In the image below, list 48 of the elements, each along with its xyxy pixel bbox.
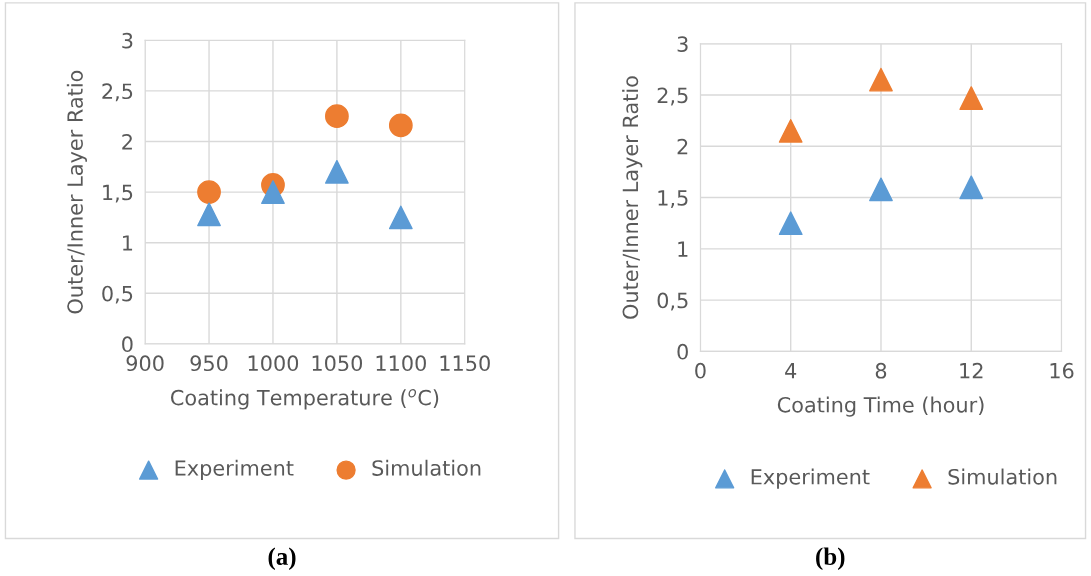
point (959, 175, 984, 200)
point (778, 119, 803, 143)
y-tick-label: 0 (677, 343, 688, 360)
y-tick-label: 2 (677, 138, 688, 155)
x-tick-label: 16 (1050, 362, 1074, 379)
point (778, 211, 803, 236)
y-tick-label: 2,5 (102, 83, 133, 102)
y-tick-label: 1,5 (103, 184, 133, 203)
x-tick-label: 1000 (248, 355, 299, 372)
point (869, 177, 893, 202)
y-tick-label: 1 (678, 241, 688, 257)
x-tick-label: 8 (875, 362, 887, 379)
point (388, 113, 413, 138)
text: (a) (268, 547, 296, 571)
y-tick-label: 3 (677, 36, 688, 52)
legend-label: Experiment (175, 459, 294, 480)
point (325, 159, 349, 184)
x-tick-label: 900 (126, 355, 164, 372)
point (869, 67, 893, 92)
point (197, 180, 221, 204)
y-tick-label: 3 (122, 32, 133, 49)
point (197, 202, 221, 227)
y-tick-label: 0 (122, 336, 133, 353)
x-tick-label: 0 (695, 362, 706, 379)
point (261, 180, 285, 204)
x-tick-label: 12 (960, 362, 983, 379)
x-tick-label: 4 (785, 363, 797, 379)
y-axis-title: Outer/Inner Layer Ratio (622, 76, 643, 319)
y-axis-title: Outer/Inner Layer Ratio (66, 70, 87, 314)
x-tick-label: 950 (190, 355, 228, 372)
text: (b) (816, 547, 845, 571)
y-tick-label: 2 (122, 133, 132, 150)
x-axis-title: Coating Temperature ($^{o}$C) (171, 389, 439, 410)
y-tick-label: 1,5 (658, 190, 688, 208)
x-tick-label: 1050 (312, 355, 363, 372)
x-tick-label: 1150 (440, 355, 490, 372)
y-tick-label: 1 (123, 235, 133, 251)
x-tick-label: 1100 (376, 355, 426, 372)
legend-label: Experiment (751, 468, 870, 489)
point (959, 86, 984, 111)
y-tick-label: 0,5 (657, 292, 688, 311)
point (388, 205, 413, 230)
y-tick-label: 0,5 (102, 285, 133, 304)
y-tick-label: 2,5 (657, 87, 688, 106)
legend-label: Simulation (948, 468, 1057, 485)
x-axis-title: Coating Time (hour) (777, 396, 984, 417)
legend-label: Simulation (372, 459, 481, 476)
point (325, 104, 349, 129)
